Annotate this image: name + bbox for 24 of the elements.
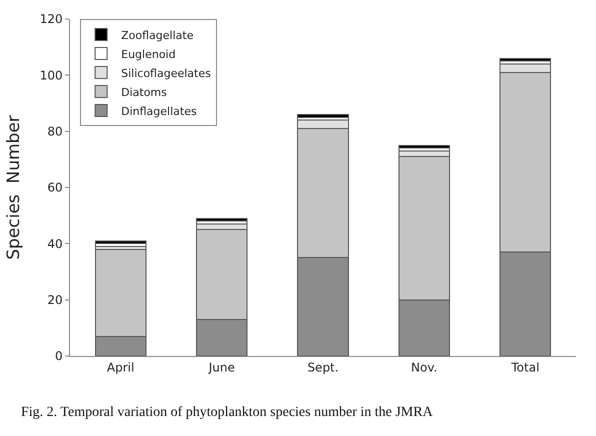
- bar: [94, 240, 146, 244]
- y-tick-label: 60: [47, 180, 63, 195]
- y-tick-label: 100: [40, 68, 63, 82]
- bar: [500, 58, 552, 62]
- y-tick-label: 120: [40, 12, 63, 26]
- x-tick-label: April: [106, 360, 134, 374]
- bar: [398, 144, 450, 149]
- caption: Fig. 2. Temporal variation of phytoplankton species number in the JMRA: [21, 405, 434, 420]
- x-tick-label: Sept.: [307, 360, 339, 374]
- legend-label: Diatoms: [121, 86, 168, 99]
- y-tick-label: 0: [54, 349, 63, 364]
- bar: [297, 114, 349, 118]
- y-tick-label: 40: [47, 236, 63, 251]
- x-tick-label: June: [208, 360, 235, 374]
- y-tick-label: 20: [47, 293, 63, 308]
- bar: [196, 218, 248, 222]
- legend-label: Zooflagellate: [121, 28, 194, 42]
- y-axis-title: Species Number: [4, 115, 24, 260]
- x-tick-label: Total: [510, 360, 540, 374]
- x-tick-label: Nov.: [411, 360, 438, 374]
- legend-label: Silicoflageelates: [121, 66, 212, 80]
- y-tick-label: 80: [47, 124, 63, 139]
- legend-label: Dinflagellates: [121, 104, 197, 118]
- legend-label: Euglenoid: [121, 48, 176, 61]
